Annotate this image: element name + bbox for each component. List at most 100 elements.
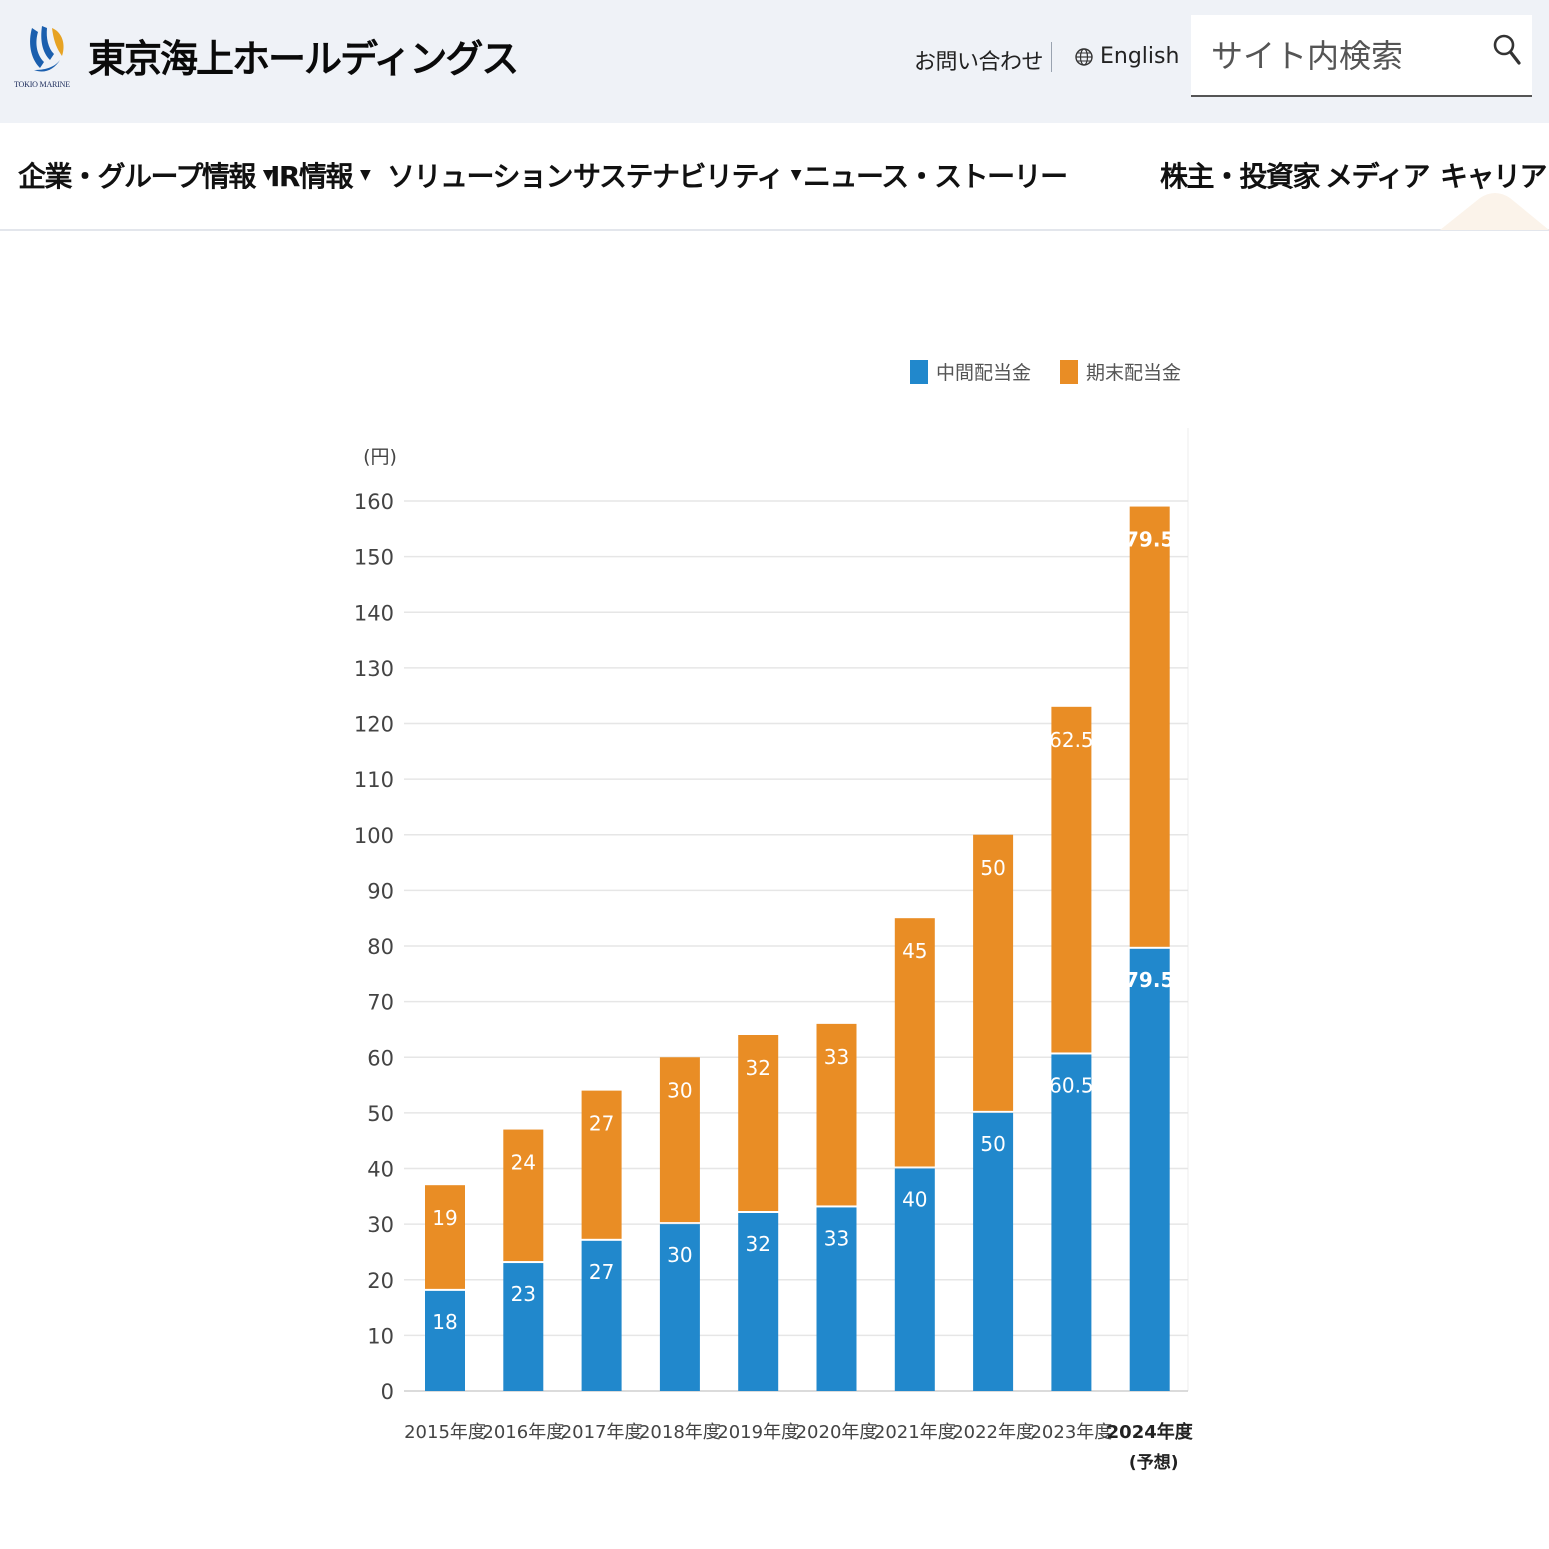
bar-value-label-interim: 33 (824, 1226, 849, 1250)
chevron-down-icon: ▼ (790, 167, 802, 183)
bar-value-label-interim: 32 (745, 1232, 770, 1256)
bar-value-label-interim: 30 (667, 1243, 692, 1267)
nav-item-news[interactable]: ニュース・ストーリー (803, 155, 1068, 195)
bar-value-label-year-end: 32 (745, 1056, 770, 1080)
y-tick-label: 20 (367, 1269, 394, 1293)
bar-year-end (503, 1129, 544, 1262)
x-tick-label: 2016年度 (482, 1422, 564, 1443)
legend-swatch-year-end (1060, 359, 1078, 384)
y-axis-unit-label: (円) (363, 446, 397, 468)
bar-value-label-interim: 27 (589, 1260, 614, 1284)
y-tick-label: 160 (354, 490, 394, 514)
nav-item-media[interactable]: メディア (1325, 155, 1431, 195)
nav-item-label: ニュース・ストーリー (803, 160, 1068, 193)
y-tick-label: 80 (367, 935, 394, 959)
bar-interim (738, 1213, 779, 1391)
bar-value-label-year-end: 33 (824, 1045, 849, 1069)
nav-item-career[interactable]: キャリア (1440, 155, 1548, 195)
y-tick-label: 130 (354, 657, 394, 681)
x-tick-label: 2023年度 (1030, 1422, 1112, 1443)
x-tick-label: 2024年度 (1107, 1421, 1194, 1443)
nav-item-label: メディア (1325, 160, 1431, 193)
bar-value-label-interim: 60.5 (1049, 1073, 1094, 1097)
nav-item-label: IR情報 (270, 160, 353, 193)
bar-interim (1129, 948, 1170, 1391)
bar-value-label-interim: 23 (511, 1282, 536, 1306)
nav-item-ir[interactable]: IR情報 ▼ (270, 155, 371, 195)
x-tick-note: (予想) (1129, 1452, 1179, 1473)
bar-year-end (659, 1057, 700, 1223)
y-tick-label: 150 (354, 546, 394, 570)
bar-year-end (1129, 506, 1170, 947)
y-tick-label: 70 (367, 991, 394, 1015)
logo-wordmark: TOKIO MARINE (14, 80, 70, 89)
bar-year-end (581, 1090, 622, 1239)
bar-value-label-interim: 40 (902, 1188, 927, 1212)
x-tick-label: 2019年度 (717, 1422, 799, 1443)
search-icon[interactable] (1492, 33, 1522, 67)
bar-value-label-interim: 79.5 (1125, 968, 1174, 992)
english-link[interactable]: English (1074, 44, 1179, 69)
tokio-marine-logo[interactable]: TOKIO MARINE (14, 22, 78, 92)
search-input[interactable] (1209, 33, 1483, 79)
global-nav: 企業・グループ情報 ▼ IR情報 ▼ ソリューション サステナビリティ ▼ ニュ… (0, 123, 1549, 231)
bar-interim (581, 1240, 622, 1391)
logo-mark-icon (30, 26, 64, 72)
legend-item-interim: 中間配当金 (910, 358, 1031, 385)
contact-link[interactable]: お問い合わせ (914, 50, 1044, 75)
legend-swatch-interim (910, 359, 928, 384)
site-header: TOKIO MARINE 東京海上ホールディングス お問い合わせ English (0, 0, 1549, 123)
bar-year-end (973, 834, 1014, 1111)
bar-interim (1051, 1054, 1092, 1391)
bar-interim (894, 1168, 935, 1391)
y-tick-label: 40 (367, 1158, 394, 1182)
bar-interim (816, 1207, 857, 1391)
bar-value-label-year-end: 24 (511, 1151, 536, 1175)
y-tick-label: 120 (354, 713, 394, 737)
nav-item-sustainability[interactable]: サステナビリティ ▼ (573, 155, 802, 195)
y-tick-label: 10 (367, 1324, 394, 1348)
y-tick-label: 110 (354, 768, 394, 792)
english-label: English (1100, 44, 1180, 69)
y-tick-label: 60 (367, 1046, 394, 1070)
brand-name[interactable]: 東京海上ホールディングス (88, 37, 519, 81)
bar-year-end (1051, 706, 1092, 1053)
utility-divider (1051, 42, 1052, 72)
nav-item-company[interactable]: 企業・グループ情報 ▼ (18, 155, 274, 195)
legend-item-year-end: 期末配当金 (1060, 358, 1181, 385)
bar-value-label-year-end: 79.5 (1125, 528, 1174, 552)
y-tick-label: 30 (367, 1213, 394, 1237)
bar-value-label-year-end: 50 (980, 856, 1005, 880)
x-tick-label: 2021年度 (874, 1422, 956, 1443)
bar-interim (503, 1263, 544, 1391)
bar-value-label-year-end: 27 (589, 1112, 614, 1136)
x-tick-label: 2022年度 (952, 1422, 1034, 1443)
bar-year-end (425, 1185, 465, 1289)
bar-year-end (738, 1035, 779, 1211)
bar-value-label-year-end: 45 (902, 939, 927, 963)
nav-item-label: キャリア (1440, 160, 1548, 193)
bar-value-label-year-end: 62.5 (1049, 728, 1094, 752)
nav-item-label: サステナビリティ (573, 160, 784, 193)
x-tick-label: 2020年度 (796, 1422, 878, 1443)
chevron-down-icon: ▼ (359, 167, 371, 183)
bar-year-end (816, 1023, 857, 1206)
bar-year-end (894, 918, 935, 1167)
bar-interim (425, 1290, 465, 1391)
x-tick-label: 2018年度 (639, 1422, 721, 1443)
x-tick-label: 2017年度 (561, 1422, 643, 1443)
nav-item-label: ソリューション (387, 160, 573, 193)
nav-item-investors[interactable]: 株主・投資家 (1160, 155, 1321, 195)
legend-label-year-end: 期末配当金 (1086, 362, 1182, 384)
nav-item-label: 企業・グループ情報 (18, 160, 256, 193)
nav-item-solutions[interactable]: ソリューション (387, 155, 573, 195)
x-tick-label: 2015年度 (404, 1422, 486, 1443)
career-accent-decoration (1440, 193, 1549, 230)
y-tick-label: 140 (354, 601, 394, 625)
bar-value-label-interim: 18 (432, 1310, 457, 1334)
globe-icon (1075, 47, 1093, 66)
bar-value-label-year-end: 30 (667, 1078, 692, 1102)
bar-interim (973, 1112, 1014, 1391)
chevron-down-icon: ▼ (262, 167, 274, 183)
